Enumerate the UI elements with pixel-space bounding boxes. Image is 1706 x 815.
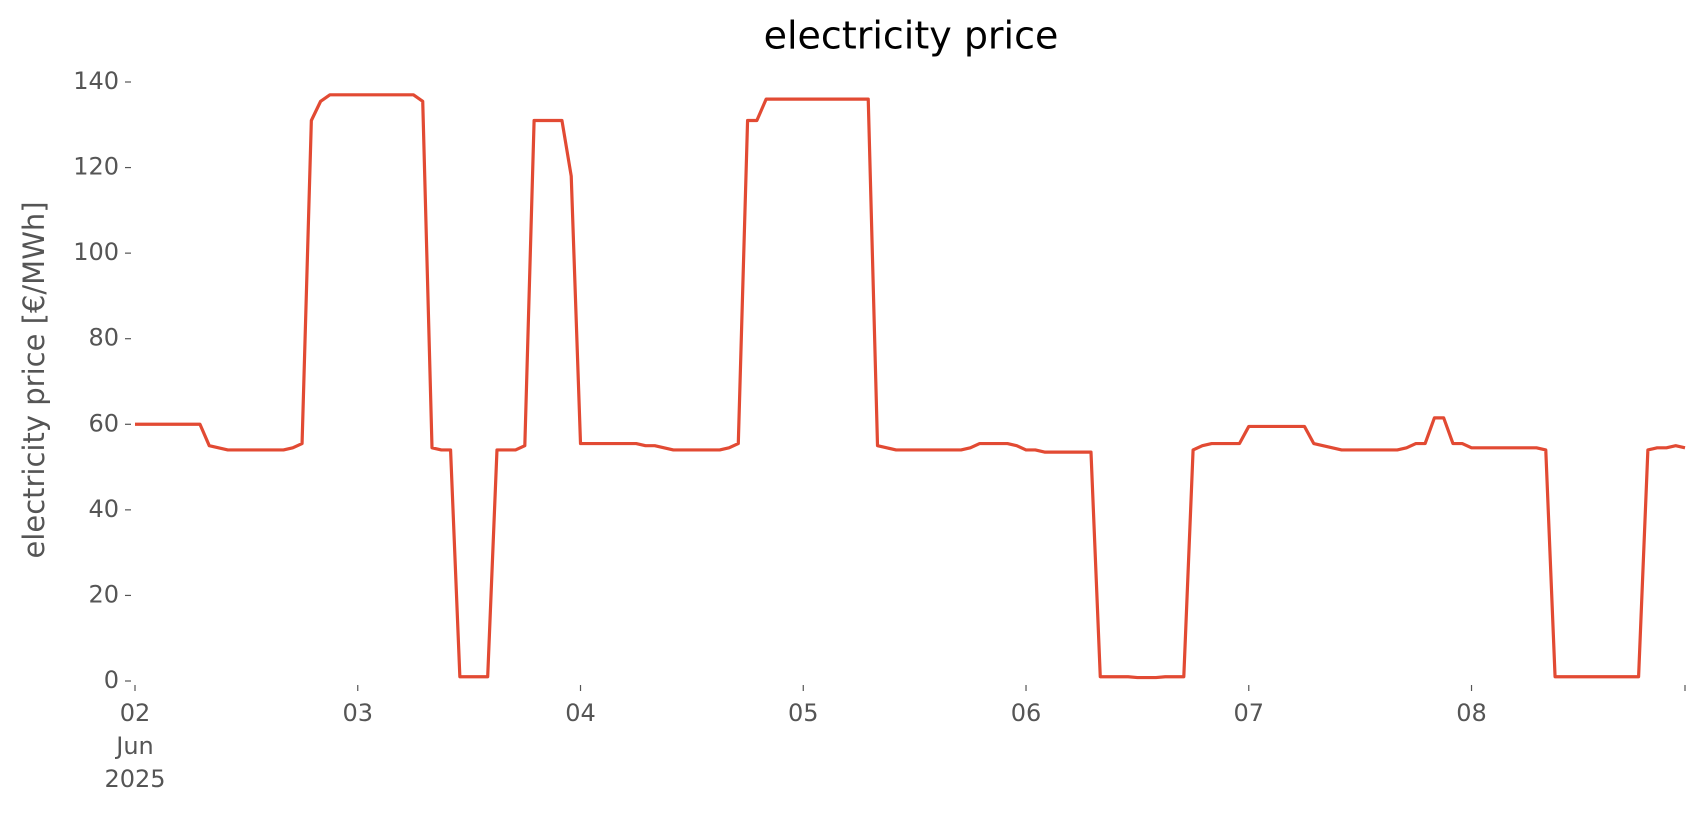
x-tick-label: 05	[787, 699, 819, 727]
y-tick-label: 120	[73, 153, 119, 181]
line	[135, 93, 1686, 680]
x-tick-label: 02 Jun 2025	[104, 699, 166, 793]
y-tick-label: 100	[73, 238, 119, 266]
x-tick-label: 08	[1456, 699, 1487, 727]
y-tick-label: 20	[88, 580, 119, 608]
x-tick-label: 04	[565, 699, 596, 727]
y-axis-label: electricity price [€/MWh]	[17, 201, 51, 558]
y-tick-label: 0	[104, 666, 119, 694]
chart-title: electricity price	[764, 14, 1059, 58]
y-tick-label: 140	[73, 67, 119, 95]
x-tick-label: 06	[1010, 699, 1042, 727]
y-tick-label: 80	[88, 324, 119, 352]
x-tick-label: 07	[1233, 699, 1265, 727]
y-tick-label: 40	[88, 495, 119, 523]
y-tick-label: 60	[88, 409, 119, 437]
x-tick-label: 03	[342, 699, 374, 727]
